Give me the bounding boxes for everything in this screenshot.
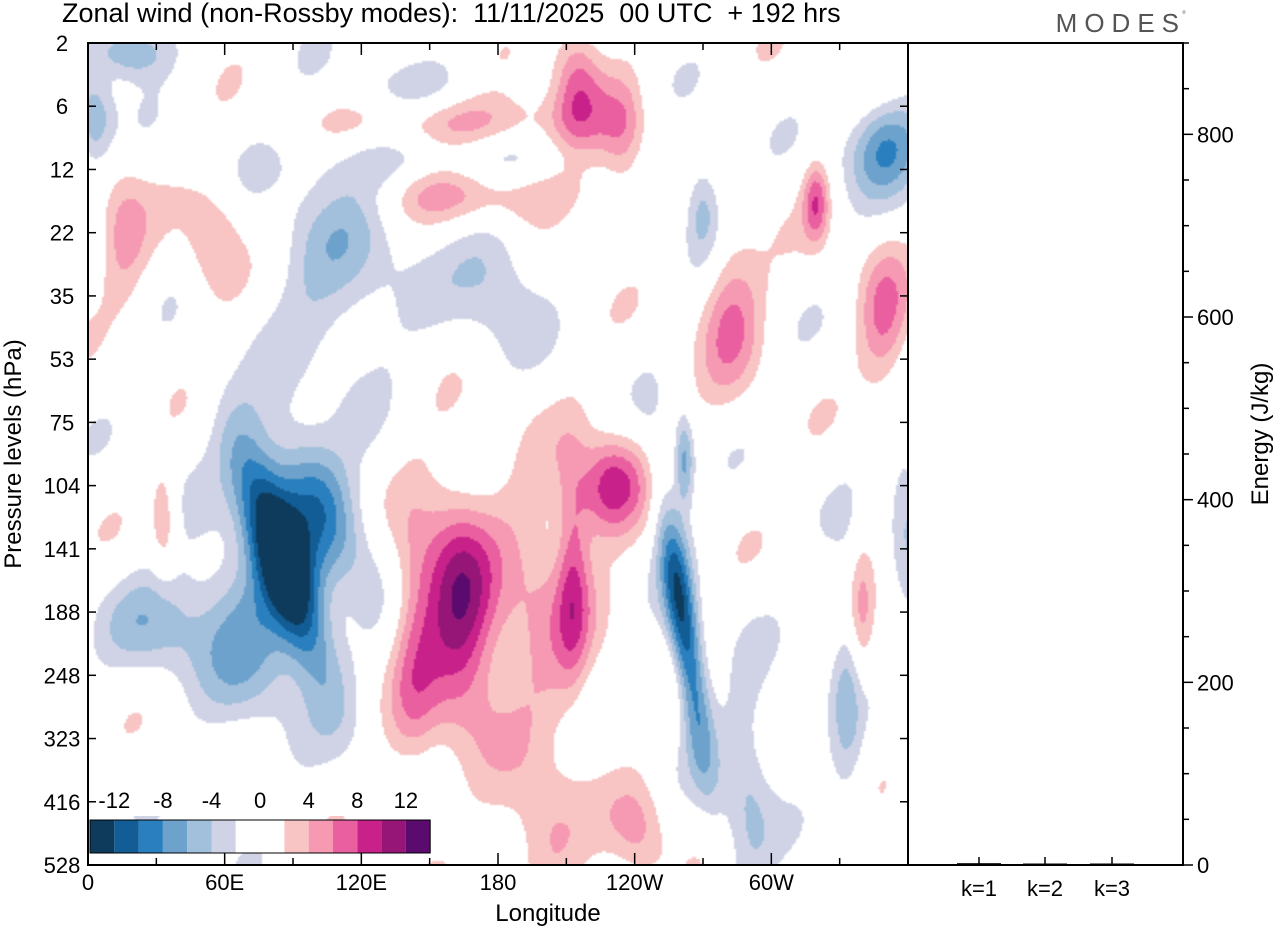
logo-mark: °: [1182, 10, 1186, 21]
energy-axis-title: Energy (J/kg): [1247, 363, 1274, 506]
colorbar-label: -4: [202, 788, 222, 813]
colorbar-swatch: [260, 820, 285, 853]
y-tick-label: 416: [44, 790, 81, 815]
colorbar-swatch: [357, 820, 382, 853]
y-tick-label: 528: [44, 853, 81, 878]
x-axis-title: Longitude: [495, 900, 600, 927]
colorbar-swatch: [211, 820, 236, 853]
colorbar-label: 0: [254, 788, 266, 813]
y-tick-label: 104: [44, 474, 81, 499]
x-tick-label: 0: [82, 870, 94, 895]
y-tick-label: 2: [56, 31, 68, 56]
colorbar-swatch: [235, 820, 261, 853]
colorbar-label: -8: [153, 788, 173, 813]
y-tick-label: 12: [50, 157, 74, 182]
y-tick-label: 6: [56, 94, 68, 119]
colorbar-swatch: [381, 820, 406, 853]
colorbar-swatch: [90, 820, 115, 853]
x-tick-label: 60W: [749, 870, 794, 895]
energy-tick-label: 600: [1197, 305, 1234, 330]
heatmap-area: [88, 43, 908, 865]
colorbar-swatch: [284, 820, 309, 853]
x-tick-label: 180: [480, 870, 517, 895]
colorbar-label: 4: [303, 788, 315, 813]
y-tick-label: 75: [50, 410, 74, 435]
y-tick-label: 53: [50, 347, 74, 372]
y-tick-label: 35: [50, 284, 74, 309]
energy-bars: 0 200 400 600 800 Energy (J/kg) k=1 k=2 k=3: [957, 42, 1274, 901]
x-tick-label: 60E: [205, 870, 244, 895]
energy-category-label: k=3: [1094, 876, 1130, 901]
y-axis-title: Pressure levels (hPa): [0, 339, 27, 568]
colorbar-swatch: [138, 820, 163, 853]
colorbar-label: 12: [394, 788, 418, 813]
energy-tick-label: 800: [1197, 122, 1234, 147]
colorbar-swatch: [162, 820, 188, 853]
energy-category-label: k=1: [961, 876, 997, 901]
colorbar-label: -12: [98, 788, 130, 813]
colorbar-label: 8: [351, 788, 363, 813]
colorbar-frame: [89, 819, 431, 854]
x-tick-label: 120E: [336, 870, 387, 895]
y-tick-label: 188: [44, 600, 81, 625]
energy-category-label: k=2: [1027, 876, 1063, 901]
colorbar-swatch: [333, 820, 358, 853]
axes: 2 6 12 22 35 53 75 104 141 188 248 323 416 528 Pressur…: [0, 31, 1184, 927]
modes-logo: MODES°: [1056, 8, 1190, 39]
energy-tick-label: 200: [1197, 670, 1234, 695]
y-tick-label: 22: [50, 221, 74, 246]
y-tick-label: 323: [44, 727, 81, 752]
logo-text: MODES: [1055, 8, 1186, 38]
zonal-wind-heatmap: [88, 43, 908, 865]
energy-tick-label: 0: [1197, 853, 1209, 878]
colorbar-swatch: [114, 820, 139, 853]
colorbar-swatch: [308, 820, 333, 853]
y-tick-label: 141: [44, 537, 81, 562]
energy-tick-label: 400: [1197, 488, 1234, 513]
colorbar-swatch: [187, 820, 212, 853]
chart-title: Zonal wind (non-Rossby modes): 11/11/202…: [62, 0, 841, 28]
y-tick-label: 248: [44, 663, 81, 688]
x-tick-label: 120W: [606, 870, 664, 895]
colorbar-swatch: [405, 820, 431, 853]
colorbar-label-bg: [42, 784, 382, 816]
colorbar: -12 -8 -4 0 4 8 12: [42, 784, 431, 854]
